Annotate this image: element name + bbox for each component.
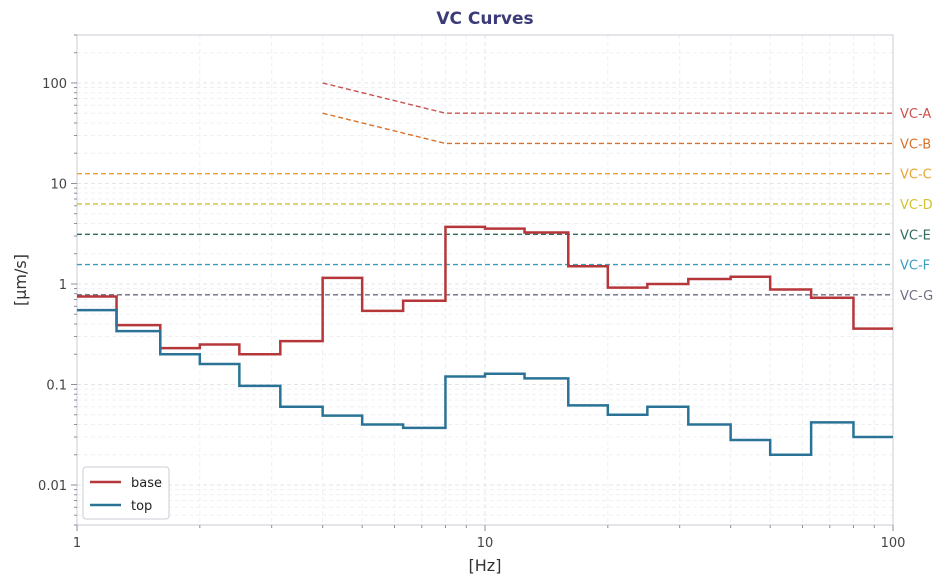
legend-box — [82, 466, 170, 520]
legend-label-top: top — [131, 499, 152, 514]
reference-label-vc-b: VC-B — [900, 137, 931, 152]
x-tick-label: 1 — [73, 536, 81, 551]
legend-label-base: base — [131, 476, 162, 491]
x-tick-label: 10 — [477, 536, 494, 551]
y-tick-label: 1 — [59, 278, 67, 293]
reference-label-vc-e: VC-E — [900, 228, 931, 243]
reference-label-vc-g: VC-G — [900, 289, 933, 304]
axis-ticks: 1 10 100 0.01 0.1 1 10 100 — [38, 34, 906, 551]
reference-label-vc-d: VC-D — [900, 198, 933, 213]
reference-line-vc-a — [322, 82, 893, 114]
y-tick-label: 0.01 — [38, 479, 67, 494]
y-axis-label: [μm/s] — [11, 254, 30, 306]
chart-title: VC Curves — [436, 9, 533, 29]
reference-label-vc-a: VC-A — [900, 107, 931, 122]
reference-label-vc-f: VC-F — [900, 259, 930, 274]
y-tick-label: 100 — [42, 77, 67, 92]
legend: base top — [82, 466, 170, 520]
x-axis-label: [Hz] — [469, 556, 502, 575]
series-layer — [77, 225, 893, 456]
y-tick-label: 0.1 — [46, 378, 67, 393]
series-line-top — [77, 308, 893, 456]
reference-label-vc-c: VC-C — [900, 168, 932, 183]
reference-line-vc-b — [322, 112, 893, 145]
series-line-base — [77, 225, 893, 356]
y-tick-label: 10 — [50, 177, 67, 192]
reference-lines: VC-A VC-B VC-C VC-D VC-E VC-F VC-G — [77, 82, 933, 304]
x-tick-label: 100 — [881, 536, 906, 551]
